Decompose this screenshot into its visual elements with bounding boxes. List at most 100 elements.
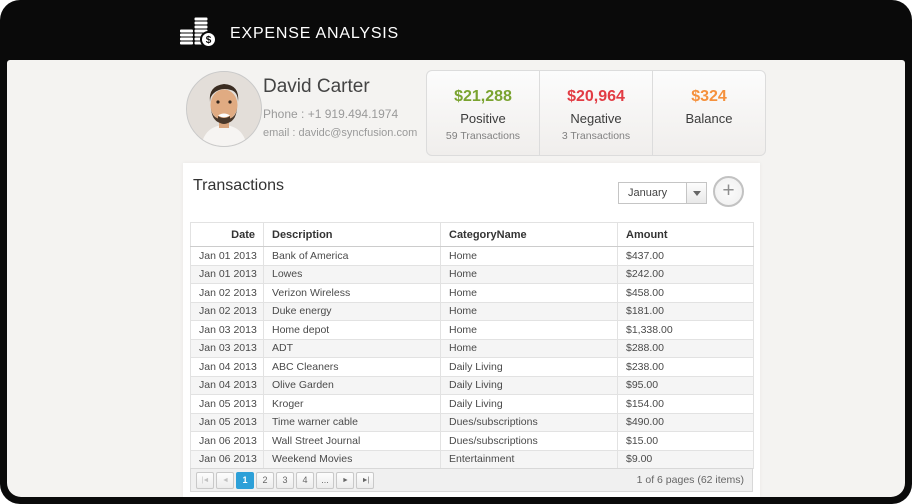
coin-stack-logo-icon: $ (180, 16, 218, 53)
cell-category: Home (440, 320, 618, 340)
cell-category: Dues/subscriptions (440, 431, 618, 451)
cell-description: Time warner cable (263, 412, 441, 432)
cell-description: Olive Garden (263, 375, 441, 395)
table-row[interactable]: Jan 03 2013 ADT Home $288.00 (190, 338, 754, 358)
card-label: Positive (460, 111, 506, 126)
cell-date: Jan 06 2013 (190, 449, 264, 469)
avatar (186, 71, 262, 147)
svg-text:$: $ (206, 35, 212, 46)
cell-description: Weekend Movies (263, 449, 441, 469)
cell-category: Home (440, 283, 618, 303)
cell-category: Home (440, 338, 618, 358)
card-subtext: 59 Transactions (445, 130, 521, 142)
column-header-categoryname[interactable]: CategoryName (440, 222, 618, 247)
pager-next-button[interactable]: ► (336, 471, 354, 489)
chevron-down-icon (692, 190, 701, 196)
pager-page-button-2[interactable]: 2 (256, 471, 274, 489)
cell-amount: $288.00 (617, 338, 754, 358)
add-transaction-button[interactable]: + (713, 176, 744, 207)
cell-amount: $242.00 (617, 264, 754, 284)
cell-category: Daily Living (440, 394, 618, 414)
transactions-panel: Transactions January + Date Description Ca… (183, 163, 760, 497)
cell-amount: $9.00 (617, 449, 754, 469)
month-filter-value: January (628, 187, 668, 199)
cell-date: Jan 04 2013 (190, 375, 264, 395)
month-filter-dropdown[interactable]: January (618, 182, 707, 204)
card-amount: $324 (691, 88, 727, 105)
pager-page-button-3[interactable]: 3 (276, 471, 294, 489)
table-row[interactable]: Jan 06 2013 Wall Street Journal Dues/subsc… (190, 431, 754, 451)
cell-description: ADT (263, 338, 441, 358)
summary-cards: $21,288 Positive 59 Transactions $20,964 Neg… (426, 70, 766, 156)
cell-description: Home depot (263, 320, 441, 340)
card-subtext: 3 Transactions (561, 130, 631, 142)
table-row[interactable]: Jan 01 2013 Lowes Home $242.00 (190, 264, 754, 284)
card-amount: $20,964 (567, 88, 625, 105)
dropdown-open-button[interactable] (686, 183, 706, 203)
table-row[interactable]: Jan 02 2013 Duke energy Home $181.00 (190, 301, 754, 321)
column-header-description[interactable]: Description (263, 222, 441, 247)
cell-description: Verizon Wireless (263, 283, 441, 303)
table-row[interactable]: Jan 04 2013 Olive Garden Daily Living $95.0… (190, 375, 754, 395)
table-row[interactable]: Jan 05 2013 Time warner cable Dues/subscri… (190, 412, 754, 432)
cell-amount: $1,338.00 (617, 320, 754, 340)
card-amount: $21,288 (454, 88, 512, 105)
cell-amount: $238.00 (617, 357, 754, 377)
cell-amount: $181.00 (617, 301, 754, 321)
cell-amount: $458.00 (617, 283, 754, 303)
transactions-table: Date Description CategoryName Amount Jan 01… (190, 222, 754, 469)
cell-category: Daily Living (440, 357, 618, 377)
cell-date: Jan 02 2013 (190, 301, 264, 321)
transactions-title: Transactions (193, 177, 284, 194)
cell-description: Bank of America (263, 246, 441, 266)
column-header-date[interactable]: Date (190, 222, 264, 247)
cell-category: Home (440, 264, 618, 284)
cell-date: Jan 03 2013 (190, 338, 264, 358)
pager-page-button-1[interactable]: 1 (236, 471, 254, 489)
cell-date: Jan 02 2013 (190, 283, 264, 303)
profile-email: email : davidc@syncfusion.com (263, 127, 418, 139)
profile-name: David Carter (263, 76, 370, 97)
cell-amount: $95.00 (617, 375, 754, 395)
table-row[interactable]: Jan 04 2013 ABC Cleaners Daily Living $238.… (190, 357, 754, 377)
pager-prev-button[interactable]: ◄ (216, 471, 234, 489)
cell-date: Jan 05 2013 (190, 394, 264, 414)
cell-description: Lowes (263, 264, 441, 284)
pager-page-button-4[interactable]: 4 (296, 471, 314, 489)
cell-amount: $437.00 (617, 246, 754, 266)
table-row[interactable]: Jan 05 2013 Kroger Daily Living $154.00 (190, 394, 754, 414)
column-header-amount[interactable]: Amount (617, 222, 754, 247)
pager-last-button[interactable]: ►| (356, 471, 374, 489)
cell-category: Dues/subscriptions (440, 412, 618, 432)
cell-date: Jan 01 2013 (190, 264, 264, 284)
cell-amount: $154.00 (617, 394, 754, 414)
table-row[interactable]: Jan 01 2013 Bank of America Home $437.00 (190, 246, 754, 266)
app-header: $ EXPENSE ANALYSIS (7, 8, 905, 60)
cell-category: Entertainment (440, 449, 618, 469)
page-title: EXPENSE ANALYSIS (230, 25, 400, 42)
table-row[interactable]: Jan 02 2013 Verizon Wireless Home $458.00 (190, 283, 754, 303)
cell-category: Daily Living (440, 375, 618, 395)
profile-phone: Phone : +1 919.494.1974 (263, 107, 399, 121)
cell-category: Home (440, 246, 618, 266)
card-label: Balance (685, 111, 733, 126)
cell-amount: $15.00 (617, 431, 754, 451)
summary-card-balance: $324 Balance (652, 71, 765, 155)
cell-description: Wall Street Journal (263, 431, 441, 451)
table-row[interactable]: Jan 06 2013 Weekend Movies Entertainment $9… (190, 449, 754, 469)
cell-description: ABC Cleaners (263, 357, 441, 377)
page-content: David Carter Phone : +1 919.494.1974 ema… (7, 60, 905, 497)
pager-ellipsis-button[interactable]: ... (316, 471, 334, 489)
cell-amount: $490.00 (617, 412, 754, 432)
cell-date: Jan 06 2013 (190, 431, 264, 451)
cell-date: Jan 05 2013 (190, 412, 264, 432)
table-row[interactable]: Jan 03 2013 Home depot Home $1,338.00 (190, 320, 754, 340)
pager-info: 1 of 6 pages (62 items) (636, 474, 744, 486)
cell-date: Jan 03 2013 (190, 320, 264, 340)
table-header-row: Date Description CategoryName Amount (190, 222, 754, 247)
pager-first-button[interactable]: |◄ (196, 471, 214, 489)
cell-description: Duke energy (263, 301, 441, 321)
cell-date: Jan 01 2013 (190, 246, 264, 266)
